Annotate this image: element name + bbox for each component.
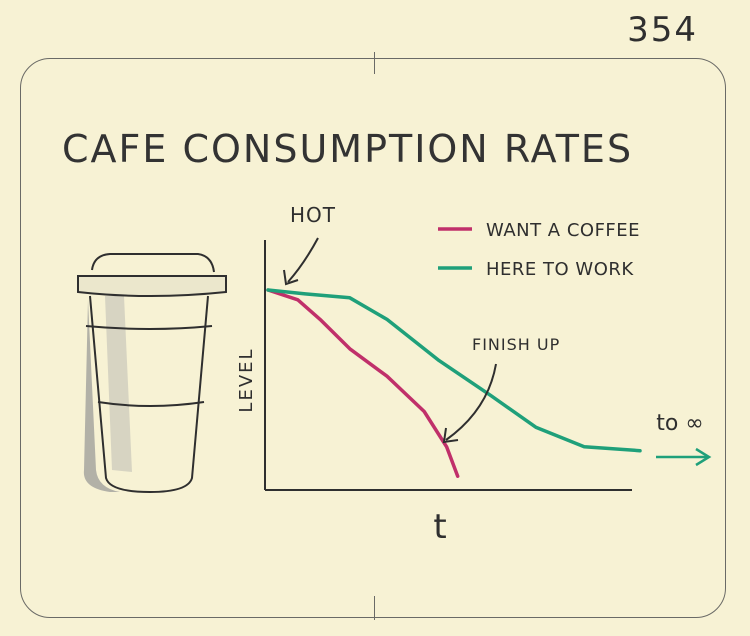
legend-label-here-to-work: HERE TO WORK	[486, 259, 634, 280]
card-bottom-tick	[374, 596, 375, 620]
annotation-finish-up-arrowhead	[442, 427, 459, 444]
cup-shadow	[83, 300, 120, 492]
annotation-to-infinity: to ∞	[656, 411, 703, 436]
series-layer	[266, 288, 642, 478]
annotation-finish-up: FINISH UP	[472, 335, 560, 354]
cup-body	[89, 295, 209, 494]
legend-label-want-a-coffee: WANT A COFFEE	[486, 220, 640, 241]
annotation-hot-arrowhead	[283, 269, 299, 286]
annotations: HOT FINISH UP to ∞	[283, 203, 712, 467]
y-axis-label: LEVEL	[236, 347, 257, 412]
annotation-to-infinity-arrowhead	[695, 447, 712, 467]
annotation-hot-arrow	[287, 237, 319, 283]
x-axis-label: t	[433, 507, 446, 547]
chart-axes	[264, 240, 632, 491]
annotation-finish-up-arrow	[445, 363, 497, 441]
series-line-here-to-work	[266, 288, 642, 453]
cup-sleeve-bottom	[97, 401, 205, 407]
series-line-want-a-coffee	[266, 288, 460, 478]
legend: WANT A COFFEE HERE TO WORK	[438, 220, 640, 280]
cup-inner-shade	[105, 296, 132, 472]
cup-lid-band	[77, 275, 227, 297]
cup-sleeve-top	[85, 325, 213, 330]
annotation-hot: HOT	[290, 203, 336, 227]
cup-lid-top	[91, 253, 215, 273]
card-border	[20, 58, 726, 618]
card-top-tick	[374, 52, 375, 74]
chart-title: CAFE CONSUMPTION RATES	[62, 127, 634, 172]
coffee-cup-icon	[77, 253, 227, 494]
page-number: 354	[627, 10, 698, 50]
